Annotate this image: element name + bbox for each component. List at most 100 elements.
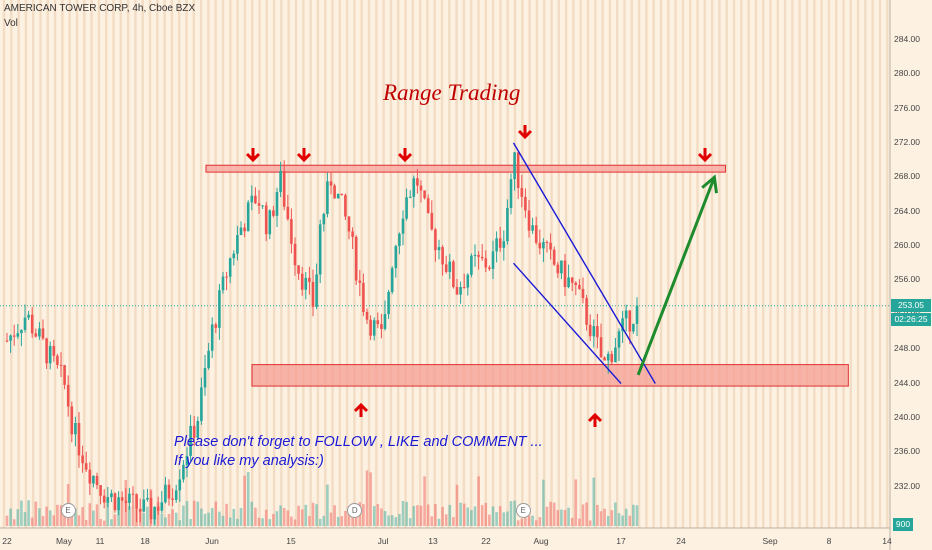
candle-body: [128, 493, 131, 503]
volume-bar: [293, 519, 297, 526]
candle-body: [322, 213, 326, 225]
volume-bar: [110, 519, 113, 526]
time-tick-label: Jul: [377, 536, 389, 546]
candle-body: [243, 227, 246, 232]
price-tick-label: 280.00: [894, 68, 920, 79]
volume-bar: [369, 472, 372, 526]
candle-body: [297, 265, 300, 274]
candle-body: [207, 350, 210, 369]
chart-title: Range Trading: [383, 80, 521, 105]
candle-body: [635, 305, 639, 324]
candle-body: [315, 274, 318, 307]
candle-body: [282, 170, 286, 207]
candle-body: [214, 324, 218, 328]
candle-body: [239, 227, 243, 236]
volume-bar: [354, 510, 358, 526]
volume-bar: [560, 509, 563, 526]
candle-body: [41, 328, 45, 339]
volume-bar: [585, 502, 588, 526]
volume-bar: [466, 507, 470, 526]
volume-bar: [477, 476, 480, 526]
volume-bar: [246, 472, 250, 526]
candle-body: [380, 324, 383, 329]
volume-bar: [5, 515, 9, 526]
symbol-title: AMERICAN TOWER CORP, 4h, Cboe BZX: [4, 3, 196, 14]
volume-bar: [617, 513, 621, 526]
volume-bar: [160, 513, 164, 526]
candle-body: [293, 243, 297, 266]
volume-bar: [30, 517, 34, 526]
event-marker-icon[interactable]: E: [60, 503, 76, 518]
time-tick-label: 22: [481, 536, 491, 546]
candle-body: [347, 216, 351, 232]
price-tick-label: 272.00: [894, 136, 920, 147]
volume-bar: [376, 503, 380, 526]
volume-bar: [326, 484, 329, 526]
candle-body: [257, 203, 261, 206]
candle-body: [488, 267, 491, 269]
event-marker-icon[interactable]: E: [515, 503, 531, 518]
event-marker-icon[interactable]: D: [347, 503, 363, 518]
volume-bar: [556, 510, 560, 526]
candle-body: [279, 170, 282, 193]
down-arrow-marker: [517, 125, 533, 140]
candle-body: [30, 314, 34, 334]
volume-bar: [189, 519, 192, 526]
time-tick-label: Aug: [533, 536, 549, 546]
volume-bar: [448, 504, 452, 526]
note-line-1: Please don't forget to FOLLOW , LIKE and…: [174, 434, 543, 450]
volume-bar: [182, 505, 185, 526]
candle-body: [254, 195, 257, 204]
candle-body: [153, 506, 156, 520]
candle-body: [333, 185, 336, 199]
candle-body: [9, 335, 12, 341]
price-tick-label: 236.00: [894, 446, 920, 457]
candle-body: [200, 387, 203, 421]
volume-bar: [581, 504, 585, 526]
volume-bar: [437, 518, 441, 526]
candle-body: [92, 475, 95, 484]
note-line-2: If you like my analysis:): [174, 453, 324, 469]
price-tick-label: 248.00: [894, 343, 920, 354]
candle-body: [491, 251, 495, 269]
volume-bar: [290, 516, 293, 526]
volume-badge: 900: [893, 518, 913, 531]
volume-bar: [365, 470, 369, 526]
candle-body: [574, 282, 578, 286]
volume-bar: [304, 504, 308, 526]
candle-body: [585, 298, 588, 325]
volume-bar: [574, 479, 578, 526]
volume-bar: [106, 501, 110, 526]
candle-body: [196, 420, 200, 438]
countdown-badge: 02:26:25: [891, 312, 931, 326]
candle-body: [261, 205, 264, 207]
candle-body: [419, 185, 423, 191]
volume-bar: [506, 511, 509, 526]
volume-bar: [520, 518, 524, 526]
candle-body: [383, 314, 387, 329]
volume-bar: [236, 518, 239, 526]
candle-body: [268, 210, 272, 235]
support-zone: [251, 364, 849, 387]
candle-body: [131, 493, 135, 495]
volume-bar: [419, 505, 423, 526]
candle-body: [275, 192, 279, 216]
candle-body: [599, 337, 603, 358]
candle-body: [513, 152, 516, 180]
candle-body: [52, 346, 56, 356]
down-arrow-marker: [296, 148, 312, 163]
candle-body: [236, 235, 239, 254]
volume-bar: [196, 501, 200, 526]
candle-body: [20, 329, 23, 334]
volume-bar: [254, 507, 257, 526]
price-tick-label: 256.00: [894, 274, 920, 285]
volume-bar: [614, 502, 617, 526]
volume-bar: [495, 512, 498, 526]
volume-bar: [578, 518, 581, 526]
candle-body: [365, 311, 369, 320]
volume-bar: [534, 520, 538, 526]
candle-body: [124, 500, 128, 503]
volume-bar: [117, 509, 120, 526]
